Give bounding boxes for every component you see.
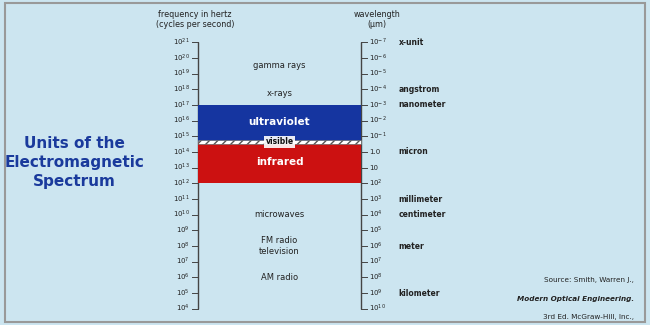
Text: 10$^{10}$: 10$^{10}$ <box>173 209 190 220</box>
Text: kilometer: kilometer <box>398 289 440 298</box>
Bar <box>198 105 361 142</box>
Text: centimeter: centimeter <box>398 210 446 219</box>
Text: 10$^{-3}$: 10$^{-3}$ <box>369 99 387 111</box>
Text: 10$^{16}$: 10$^{16}$ <box>173 115 190 126</box>
Text: FM radio
television: FM radio television <box>259 236 300 256</box>
Text: meter: meter <box>398 241 424 251</box>
Text: 10$^{17}$: 10$^{17}$ <box>173 99 190 111</box>
Text: frequency in hertz
(cycles per second): frequency in hertz (cycles per second) <box>156 10 234 29</box>
Text: wavelength
(μm): wavelength (μm) <box>354 10 400 29</box>
Text: 10$^{19}$: 10$^{19}$ <box>173 68 190 79</box>
Text: Source: Smith, Warren J.,: Source: Smith, Warren J., <box>544 278 634 283</box>
Text: millimeter: millimeter <box>398 195 443 203</box>
Text: 10$^{-7}$: 10$^{-7}$ <box>369 37 387 48</box>
Bar <box>198 140 361 144</box>
Text: Modern Optical Engineering.: Modern Optical Engineering. <box>517 296 634 302</box>
Text: 10$^{10}$: 10$^{10}$ <box>369 303 386 314</box>
Text: 10$^{4}$: 10$^{4}$ <box>369 209 383 220</box>
Text: 10$^{6}$: 10$^{6}$ <box>369 240 383 252</box>
Text: 10$^{8}$: 10$^{8}$ <box>176 240 190 252</box>
Text: 10$^{7}$: 10$^{7}$ <box>369 256 383 267</box>
Text: 10$^{15}$: 10$^{15}$ <box>173 131 190 142</box>
Text: 10$^{11}$: 10$^{11}$ <box>173 193 190 205</box>
Text: 10$^{20}$: 10$^{20}$ <box>173 52 190 64</box>
Text: 10$^{7}$: 10$^{7}$ <box>176 256 190 267</box>
Text: 10$^{-1}$: 10$^{-1}$ <box>369 131 387 142</box>
Text: 10$^{9}$: 10$^{9}$ <box>176 225 190 236</box>
Text: 10$^{9}$: 10$^{9}$ <box>369 287 383 299</box>
Text: 10$^{-4}$: 10$^{-4}$ <box>369 84 387 95</box>
Text: 1.0: 1.0 <box>369 149 380 155</box>
Text: 10$^{4}$: 10$^{4}$ <box>176 303 190 314</box>
Text: 10$^{-5}$: 10$^{-5}$ <box>369 68 387 79</box>
Text: visible: visible <box>265 137 294 146</box>
Text: gamma rays: gamma rays <box>254 61 306 70</box>
Text: 10$^{3}$: 10$^{3}$ <box>369 193 383 205</box>
Text: 10$^{18}$: 10$^{18}$ <box>173 84 190 95</box>
Text: 10$^{-2}$: 10$^{-2}$ <box>369 115 387 126</box>
Text: 10$^{13}$: 10$^{13}$ <box>173 162 190 173</box>
Text: infrared: infrared <box>255 157 304 167</box>
Text: 10$^{2}$: 10$^{2}$ <box>369 178 383 189</box>
Text: nanometer: nanometer <box>398 100 446 110</box>
Bar <box>198 142 361 183</box>
Text: 10$^{5}$: 10$^{5}$ <box>369 225 383 236</box>
Text: microwaves: microwaves <box>254 210 305 219</box>
Text: 3rd Ed. McGraw-Hill, Inc.,: 3rd Ed. McGraw-Hill, Inc., <box>543 315 634 320</box>
Text: 10$^{21}$: 10$^{21}$ <box>173 37 190 48</box>
Text: x-unit: x-unit <box>398 38 424 47</box>
Text: Units of the
Electromagnetic
Spectrum: Units of the Electromagnetic Spectrum <box>5 136 145 189</box>
Text: AM radio: AM radio <box>261 273 298 282</box>
Text: 10: 10 <box>369 165 378 171</box>
Text: 10$^{-6}$: 10$^{-6}$ <box>369 52 387 64</box>
Text: x-rays: x-rays <box>266 89 292 98</box>
Text: micron: micron <box>398 148 428 156</box>
Text: 10$^{5}$: 10$^{5}$ <box>176 287 190 299</box>
Text: ultraviolet: ultraviolet <box>249 117 310 127</box>
Text: 10$^{6}$: 10$^{6}$ <box>176 272 190 283</box>
Text: angstrom: angstrom <box>398 85 440 94</box>
Text: 10$^{14}$: 10$^{14}$ <box>173 146 190 158</box>
Text: 10$^{8}$: 10$^{8}$ <box>369 272 383 283</box>
Text: 10$^{12}$: 10$^{12}$ <box>173 178 190 189</box>
